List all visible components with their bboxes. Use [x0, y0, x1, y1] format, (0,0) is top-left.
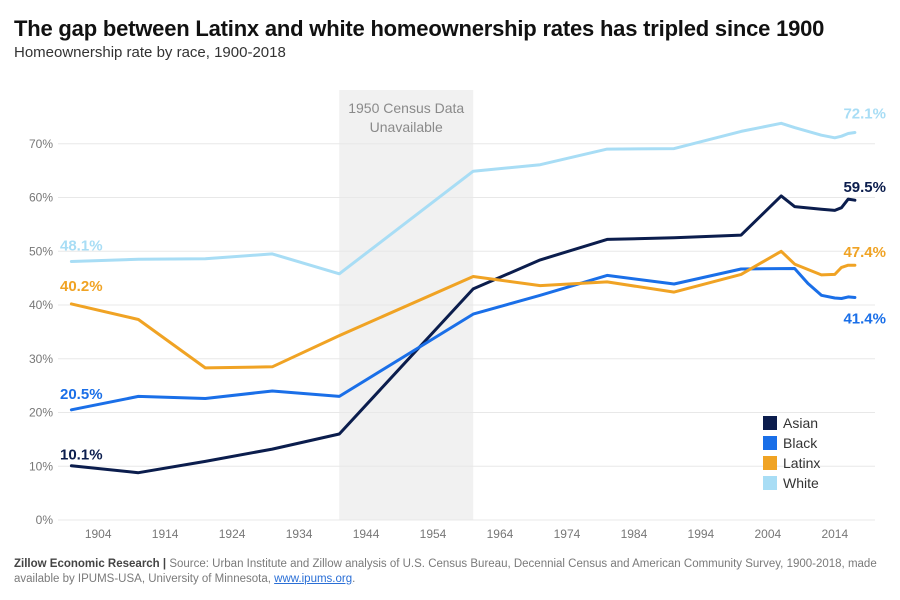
census-gap-label: Unavailable [370, 119, 443, 135]
series-line-asian [69, 194, 857, 475]
census-gap-label: 1950 Census Data [348, 100, 464, 116]
chart-title: The gap between Latinx and white homeown… [14, 16, 825, 41]
x-tick-label: 1984 [621, 527, 648, 541]
x-tick-label: 1994 [688, 527, 715, 541]
y-tick-label: 20% [29, 406, 53, 420]
x-tick-label: 1964 [487, 527, 514, 541]
legend-label-black: Black [783, 435, 818, 451]
legend-swatch-latinx [763, 456, 777, 470]
series-line-black [69, 267, 857, 412]
chart-subtitle: Homeownership rate by race, 1900-2018 [14, 44, 286, 61]
source-footer: Zillow Economic Research | Source: Urban… [14, 557, 886, 587]
y-tick-label: 50% [29, 244, 53, 258]
legend-swatch-black [763, 436, 777, 450]
start-label-latinx: 40.2% [60, 278, 103, 295]
y-tick-label: 30% [29, 352, 53, 366]
start-label-asian: 10.1% [60, 447, 103, 464]
legend-label-latinx: Latinx [783, 455, 820, 471]
x-tick-label: 1944 [353, 527, 380, 541]
x-tick-label: 1934 [286, 527, 313, 541]
series-line-latinx [69, 249, 857, 370]
series-line-white [69, 121, 857, 276]
legend-swatch-asian [763, 416, 777, 430]
start-label-white: 48.1% [60, 237, 103, 254]
y-tick-label: 0% [36, 513, 54, 527]
legend-label-white: White [783, 475, 819, 491]
y-tick-label: 70% [29, 137, 53, 151]
y-tick-label: 60% [29, 191, 53, 205]
start-label-black: 20.5% [60, 386, 103, 403]
x-tick-label: 1904 [85, 527, 112, 541]
footer-end: . [352, 573, 356, 585]
x-tick-label: 1914 [152, 527, 179, 541]
end-label-asian: 59.5% [843, 179, 886, 196]
x-tick-label: 1974 [554, 527, 581, 541]
x-tick-label: 2014 [821, 527, 848, 541]
legend-swatch-white [763, 476, 777, 490]
x-tick-label: 1954 [420, 527, 447, 541]
legend-label-asian: Asian [783, 415, 818, 431]
footer-source-text: Source: Urban Institute and Zillow analy… [14, 558, 877, 585]
end-label-black: 41.4% [843, 310, 886, 327]
x-tick-label: 1924 [219, 527, 246, 541]
end-label-latinx: 47.4% [843, 244, 886, 261]
footer-brand: Zillow Economic Research | [14, 558, 167, 570]
footer-source-link[interactable]: www.ipums.org [274, 573, 353, 585]
x-tick-label: 2004 [755, 527, 782, 541]
y-tick-label: 40% [29, 298, 53, 312]
end-label-white: 72.1% [843, 105, 886, 122]
y-tick-label: 10% [29, 459, 53, 473]
